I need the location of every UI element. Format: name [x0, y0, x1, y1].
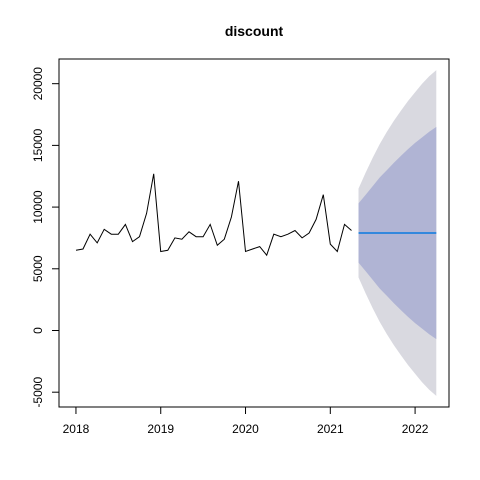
y-tick-label: 20000 — [31, 67, 45, 101]
y-tick-label: -5000 — [31, 377, 45, 408]
x-tick-label: 2019 — [147, 422, 174, 436]
y-tick-label: 10000 — [31, 190, 45, 224]
x-tick-label: 2020 — [232, 422, 259, 436]
x-tick-label: 2021 — [317, 422, 344, 436]
plot-frame — [58, 58, 450, 408]
x-tick-label: 2018 — [63, 422, 90, 436]
chart-title: discount — [225, 23, 284, 39]
observed-line — [75, 173, 352, 257]
y-tick-label: 15000 — [31, 128, 45, 162]
y-tick-label: 5000 — [31, 255, 45, 282]
x-tick-label: 2022 — [402, 422, 429, 436]
y-tick-label: 0 — [31, 327, 45, 334]
